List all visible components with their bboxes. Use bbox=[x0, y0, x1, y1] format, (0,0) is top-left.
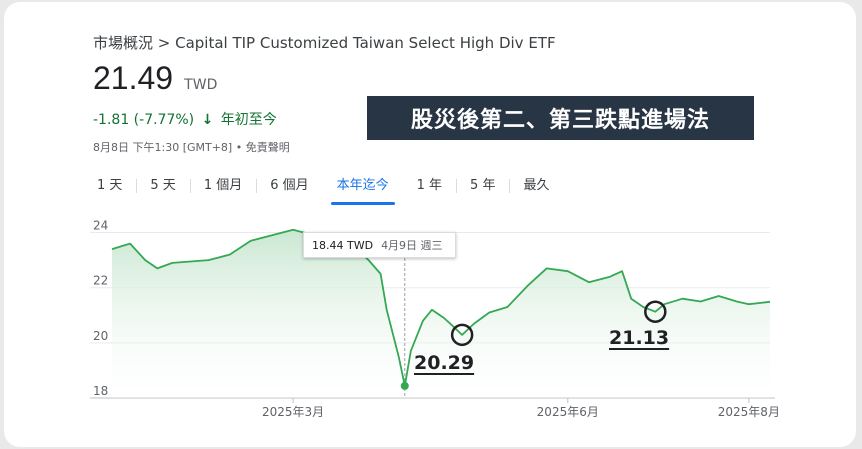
tab-max[interactable]: 最久 bbox=[509, 171, 563, 201]
price-area bbox=[112, 229, 770, 398]
change-value: -1.81 (-7.77%) bbox=[93, 112, 195, 128]
price-row: 21.49 TWD bbox=[93, 60, 217, 97]
y-axis: 18 20 22 24 bbox=[93, 219, 108, 398]
hover-point bbox=[400, 381, 409, 390]
annotation-circle-1 bbox=[450, 323, 474, 347]
x-tick-label: 2025年8月 bbox=[718, 405, 780, 419]
x-tick-label: 2025年3月 bbox=[262, 405, 324, 419]
price-change: -1.81 (-7.77%) ↓ 年初至今 bbox=[93, 109, 277, 129]
annotation-label-2: 21.13 bbox=[609, 327, 670, 349]
tooltip-date: 4月9日 週三 bbox=[381, 239, 443, 252]
y-tick-label: 18 bbox=[93, 384, 108, 398]
arrow-down-icon: ↓ bbox=[201, 112, 214, 128]
timestamp[interactable]: 8月8日 下午1:30 [GMT+8] • 免責聲明 bbox=[93, 141, 290, 154]
y-tick-label: 24 bbox=[93, 219, 108, 233]
overlay-banner: 股災後第二、第三跌點進場法 bbox=[367, 96, 754, 140]
breadcrumb[interactable]: 市場概況 > Capital TIP Customized Taiwan Sel… bbox=[93, 34, 556, 52]
chart-tooltip: 18.44 TWD 4月9日 週三 bbox=[303, 232, 456, 258]
y-tick-label: 20 bbox=[93, 329, 108, 343]
currency-label: TWD bbox=[184, 77, 218, 93]
tab-5-years[interactable]: 5 年 bbox=[456, 171, 509, 201]
x-axis: 2025年3月 2025年6月 2025年8月 bbox=[262, 398, 780, 419]
range-tabs: 1 天 5 天 1 個月 6 個月 本年迄今 1 年 5 年 最久 bbox=[83, 168, 563, 205]
tab-1-month[interactable]: 1 個月 bbox=[189, 171, 256, 201]
y-tick-label: 22 bbox=[93, 274, 108, 288]
tab-6-months[interactable]: 6 個月 bbox=[256, 171, 322, 201]
price-line bbox=[111, 228, 771, 387]
x-tick-label: 2025年6月 bbox=[537, 405, 599, 419]
current-price: 21.49 bbox=[93, 60, 174, 96]
annotation-circle-2 bbox=[644, 300, 667, 323]
annotation-label-1: 20.29 bbox=[414, 352, 475, 374]
tab-ytd[interactable]: 本年迄今 bbox=[323, 171, 403, 205]
tab-1-day[interactable]: 1 天 bbox=[97, 178, 123, 193]
tab-1-year[interactable]: 1 年 bbox=[416, 178, 443, 193]
tooltip-value: 18.44 TWD bbox=[312, 238, 374, 252]
tab-5-days[interactable]: 5 天 bbox=[136, 171, 189, 201]
change-period: 年初至今 bbox=[220, 112, 277, 128]
